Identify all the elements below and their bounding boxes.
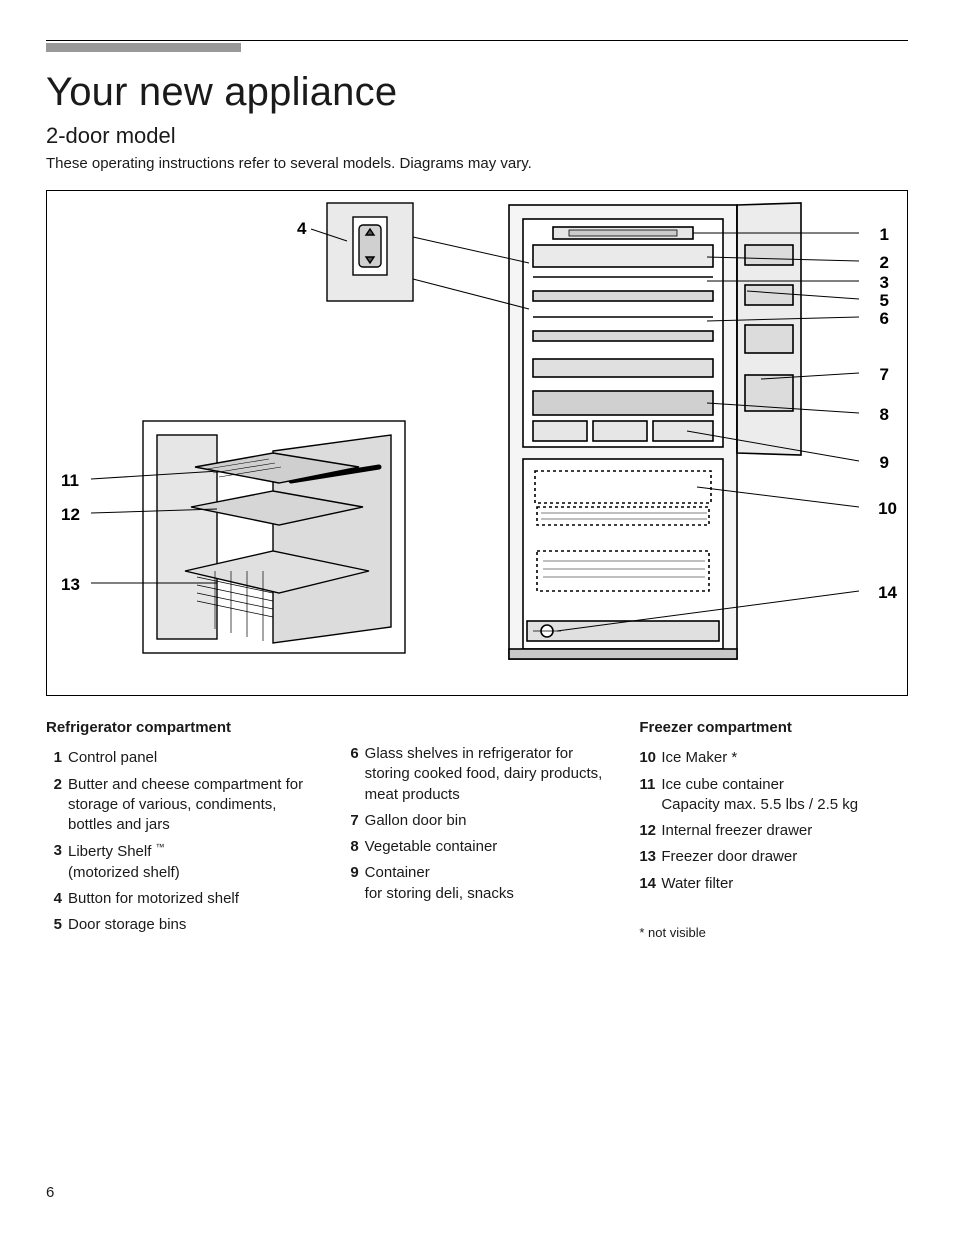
legend-text: Gallon door bin — [365, 811, 612, 831]
legend-item: 10 Ice Maker * — [639, 748, 908, 768]
legend-item: 7 Gallon door bin — [343, 811, 612, 831]
legend-item: 3 Liberty Shelf ™(motorized shelf) — [46, 841, 315, 883]
page-thick-bar — [46, 43, 241, 52]
legend-item: 1 Control panel — [46, 748, 315, 768]
page-subtitle: 2-door model — [46, 123, 908, 149]
legend-item: 12 Internal freezer drawer — [639, 821, 908, 841]
legend-item: 8 Vegetable container — [343, 837, 612, 857]
legend-num: 13 — [639, 847, 661, 867]
legend-num: 9 — [343, 863, 365, 904]
callout-13: 13 — [61, 575, 80, 595]
legend-text: Door storage bins — [68, 915, 315, 935]
legend-text: Butter and cheese compartment for storag… — [68, 775, 315, 836]
appliance-diagram: 1 2 3 5 6 7 8 9 10 14 4 11 12 13 — [46, 190, 908, 696]
legend-num: 6 — [343, 744, 365, 805]
legend-num: 14 — [639, 874, 661, 894]
legend-text: Internal freezer drawer — [661, 821, 908, 841]
legend-item: 14 Water filter — [639, 874, 908, 894]
legend-num: 12 — [639, 821, 661, 841]
legend-item: 6 Glass shelves in refrigerator for stor… — [343, 744, 612, 805]
callout-10: 10 — [878, 499, 897, 519]
legend-num: 4 — [46, 889, 68, 909]
intro-text: These operating instructions refer to se… — [46, 155, 908, 172]
legend-text: Vegetable container — [365, 837, 612, 857]
legend-col-1: Refrigerator compartment 1 Control panel… — [46, 718, 315, 941]
callout-11: 11 — [61, 471, 79, 491]
callout-8: 8 — [880, 405, 889, 425]
legend-item: 9 Containerfor storing deli, snacks — [343, 863, 612, 904]
legend-num: 8 — [343, 837, 365, 857]
legend-num: 10 — [639, 748, 661, 768]
legend-text: Glass shelves in refrigerator for storin… — [365, 744, 612, 805]
legend-item: 5 Door storage bins — [46, 915, 315, 935]
callout-6: 6 — [880, 309, 889, 329]
legend-num: 3 — [46, 841, 68, 883]
legend-item: 11 Ice cube containerCapacity max. 5.5 l… — [639, 775, 908, 816]
footnote: * not visible — [639, 924, 908, 942]
page-title: Your new appliance — [46, 70, 908, 115]
legend-text: Button for motorized shelf — [68, 889, 315, 909]
legend-text: Freezer door drawer — [661, 847, 908, 867]
legend-text: Ice Maker * — [661, 748, 908, 768]
page-number: 6 — [46, 1184, 54, 1201]
legend-text: Containerfor storing deli, snacks — [365, 863, 612, 904]
legend-item: 13 Freezer door drawer — [639, 847, 908, 867]
legend-text: Liberty Shelf ™(motorized shelf) — [68, 841, 315, 883]
callout-3: 3 — [880, 273, 889, 293]
callout-2: 2 — [880, 253, 889, 273]
legend-num: 11 — [639, 775, 661, 816]
callout-5: 5 — [880, 291, 889, 311]
legend-col-2: 6 Glass shelves in refrigerator for stor… — [343, 718, 612, 941]
callout-12: 12 — [61, 505, 80, 525]
callout-1: 1 — [880, 225, 889, 245]
page-top-rule — [46, 40, 908, 41]
legend-heading-freezer: Freezer compartment — [639, 718, 908, 738]
diagram-svg — [47, 191, 909, 697]
legend-col-3: Freezer compartment 10 Ice Maker * 11 Ic… — [639, 718, 908, 941]
legend-num: 2 — [46, 775, 68, 836]
legend-heading-refrigerator: Refrigerator compartment — [46, 718, 315, 738]
callout-7: 7 — [880, 365, 889, 385]
legend-num: 1 — [46, 748, 68, 768]
callout-9: 9 — [880, 453, 889, 473]
legend-text: Water filter — [661, 874, 908, 894]
legend-num: 7 — [343, 811, 365, 831]
legend-text: Ice cube containerCapacity max. 5.5 lbs … — [661, 775, 908, 816]
legend: Refrigerator compartment 1 Control panel… — [46, 718, 908, 941]
callout-4: 4 — [297, 219, 306, 239]
legend-item: 4 Button for motorized shelf — [46, 889, 315, 909]
legend-item: 2 Butter and cheese compartment for stor… — [46, 775, 315, 836]
legend-text: Control panel — [68, 748, 315, 768]
callout-14: 14 — [878, 583, 897, 603]
legend-num: 5 — [46, 915, 68, 935]
